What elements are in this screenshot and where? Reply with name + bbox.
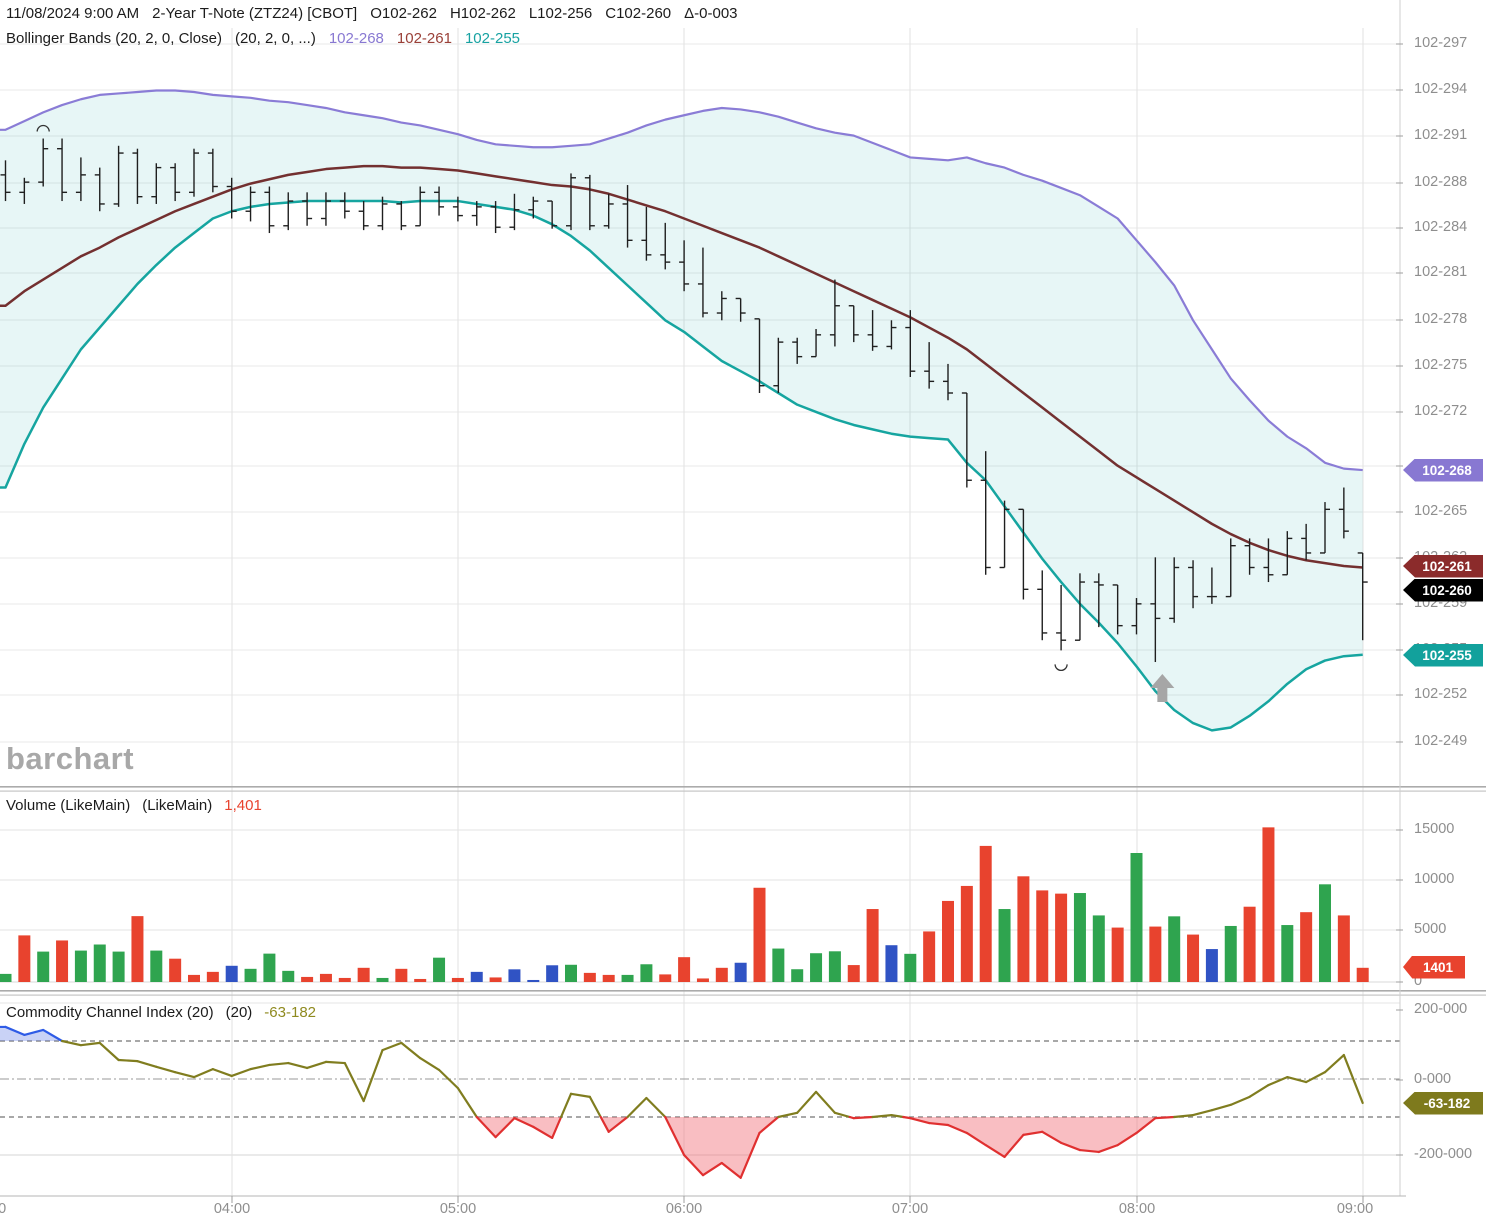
quote-close: C102-260 — [605, 5, 672, 22]
y-axis-label: -200-000 — [1414, 1146, 1473, 1162]
quote-change: Δ-0-003 — [684, 5, 738, 22]
study-name: Bollinger Bands (20, 2, 0, Close) — [6, 30, 222, 47]
study-params: (20, 2, 0, ...) — [234, 30, 316, 47]
time-axis-label: 08:00 — [1118, 1201, 1156, 1217]
y-axis-label: 200-000 — [1414, 1001, 1468, 1017]
y-axis-label: 0 — [1414, 973, 1423, 989]
y-axis-label: 10000 — [1414, 871, 1455, 887]
study-upper-value: 102-268 — [328, 30, 384, 47]
quote-datetime: 11/08/2024 9:00 AM — [6, 5, 140, 22]
time-axis-label: 09:00 — [1336, 1201, 1374, 1217]
y-axis-label: 102-288 — [1414, 174, 1468, 190]
y-axis-label: 102-272 — [1414, 403, 1468, 419]
quote-high: H102-262 — [449, 5, 516, 22]
study-header: Bollinger Bands (20, 2, 0, Close) (20, 2,… — [6, 30, 520, 47]
cci-study-params: (20) — [225, 1004, 253, 1021]
quote-low: L102-256 — [528, 5, 593, 22]
time-axis-label: 06:00 — [665, 1201, 703, 1217]
y-axis-label: 102-249 — [1414, 733, 1468, 749]
quote-open: O102-262 — [370, 5, 437, 22]
y-axis-label: 102-294 — [1414, 81, 1468, 97]
y-axis-label: 0-000 — [1414, 1071, 1452, 1087]
study-middle-value: 102-261 — [396, 30, 452, 47]
cci-current-value: -63-182 — [264, 1004, 316, 1021]
cci-badge: -63-182 — [1403, 1091, 1483, 1115]
upper-band-price-badge: 102-268 — [1403, 458, 1483, 482]
cci-panel-title: Commodity Channel Index (20) (20) -63-182 — [6, 1004, 316, 1021]
quote-symbol: 2-Year T-Note (ZTZ24) [CBOT] — [152, 5, 358, 22]
y-axis-label: 102-265 — [1414, 503, 1468, 519]
study-lower-value: 102-255 — [464, 30, 521, 47]
y-axis-label: 102-275 — [1414, 357, 1468, 373]
y-axis-label: 102-291 — [1414, 127, 1468, 143]
y-axis-label: 15000 — [1414, 821, 1455, 837]
y-axis-label: 5000 — [1414, 921, 1447, 937]
time-axis-label: 04:00 — [213, 1201, 251, 1217]
time-axis-label: 07:00 — [891, 1201, 929, 1217]
volume-study-params: (LikeMain) — [142, 797, 213, 814]
last-price-badge: 102-260 — [1403, 578, 1483, 602]
volume-badge: 1401 — [1403, 955, 1465, 979]
y-axis-label: 102-281 — [1414, 264, 1468, 280]
time-axis-label: 03:00 — [0, 1201, 7, 1217]
cci-study-name: Commodity Channel Index (20) — [6, 1004, 214, 1021]
volume-panel-title: Volume (LikeMain) (LikeMain) 1,401 — [6, 797, 262, 814]
y-axis-label: 102-252 — [1414, 686, 1468, 702]
barchart-logo: barchart — [6, 741, 135, 776]
lower-band-price-badge: 102-255 — [1403, 643, 1483, 667]
volume-current-value: 1,401 — [224, 797, 262, 814]
middle-band-price-badge: 102-261 — [1403, 554, 1483, 578]
y-axis-label: 102-284 — [1414, 219, 1468, 235]
quote-header: 11/08/2024 9:00 AM 2-Year T-Note (ZTZ24) … — [6, 5, 738, 22]
y-axis-label: 102-297 — [1414, 35, 1468, 51]
volume-study-name: Volume (LikeMain) — [6, 797, 131, 814]
time-axis-label: 05:00 — [439, 1201, 477, 1217]
y-axis-label: 102-278 — [1414, 311, 1468, 327]
